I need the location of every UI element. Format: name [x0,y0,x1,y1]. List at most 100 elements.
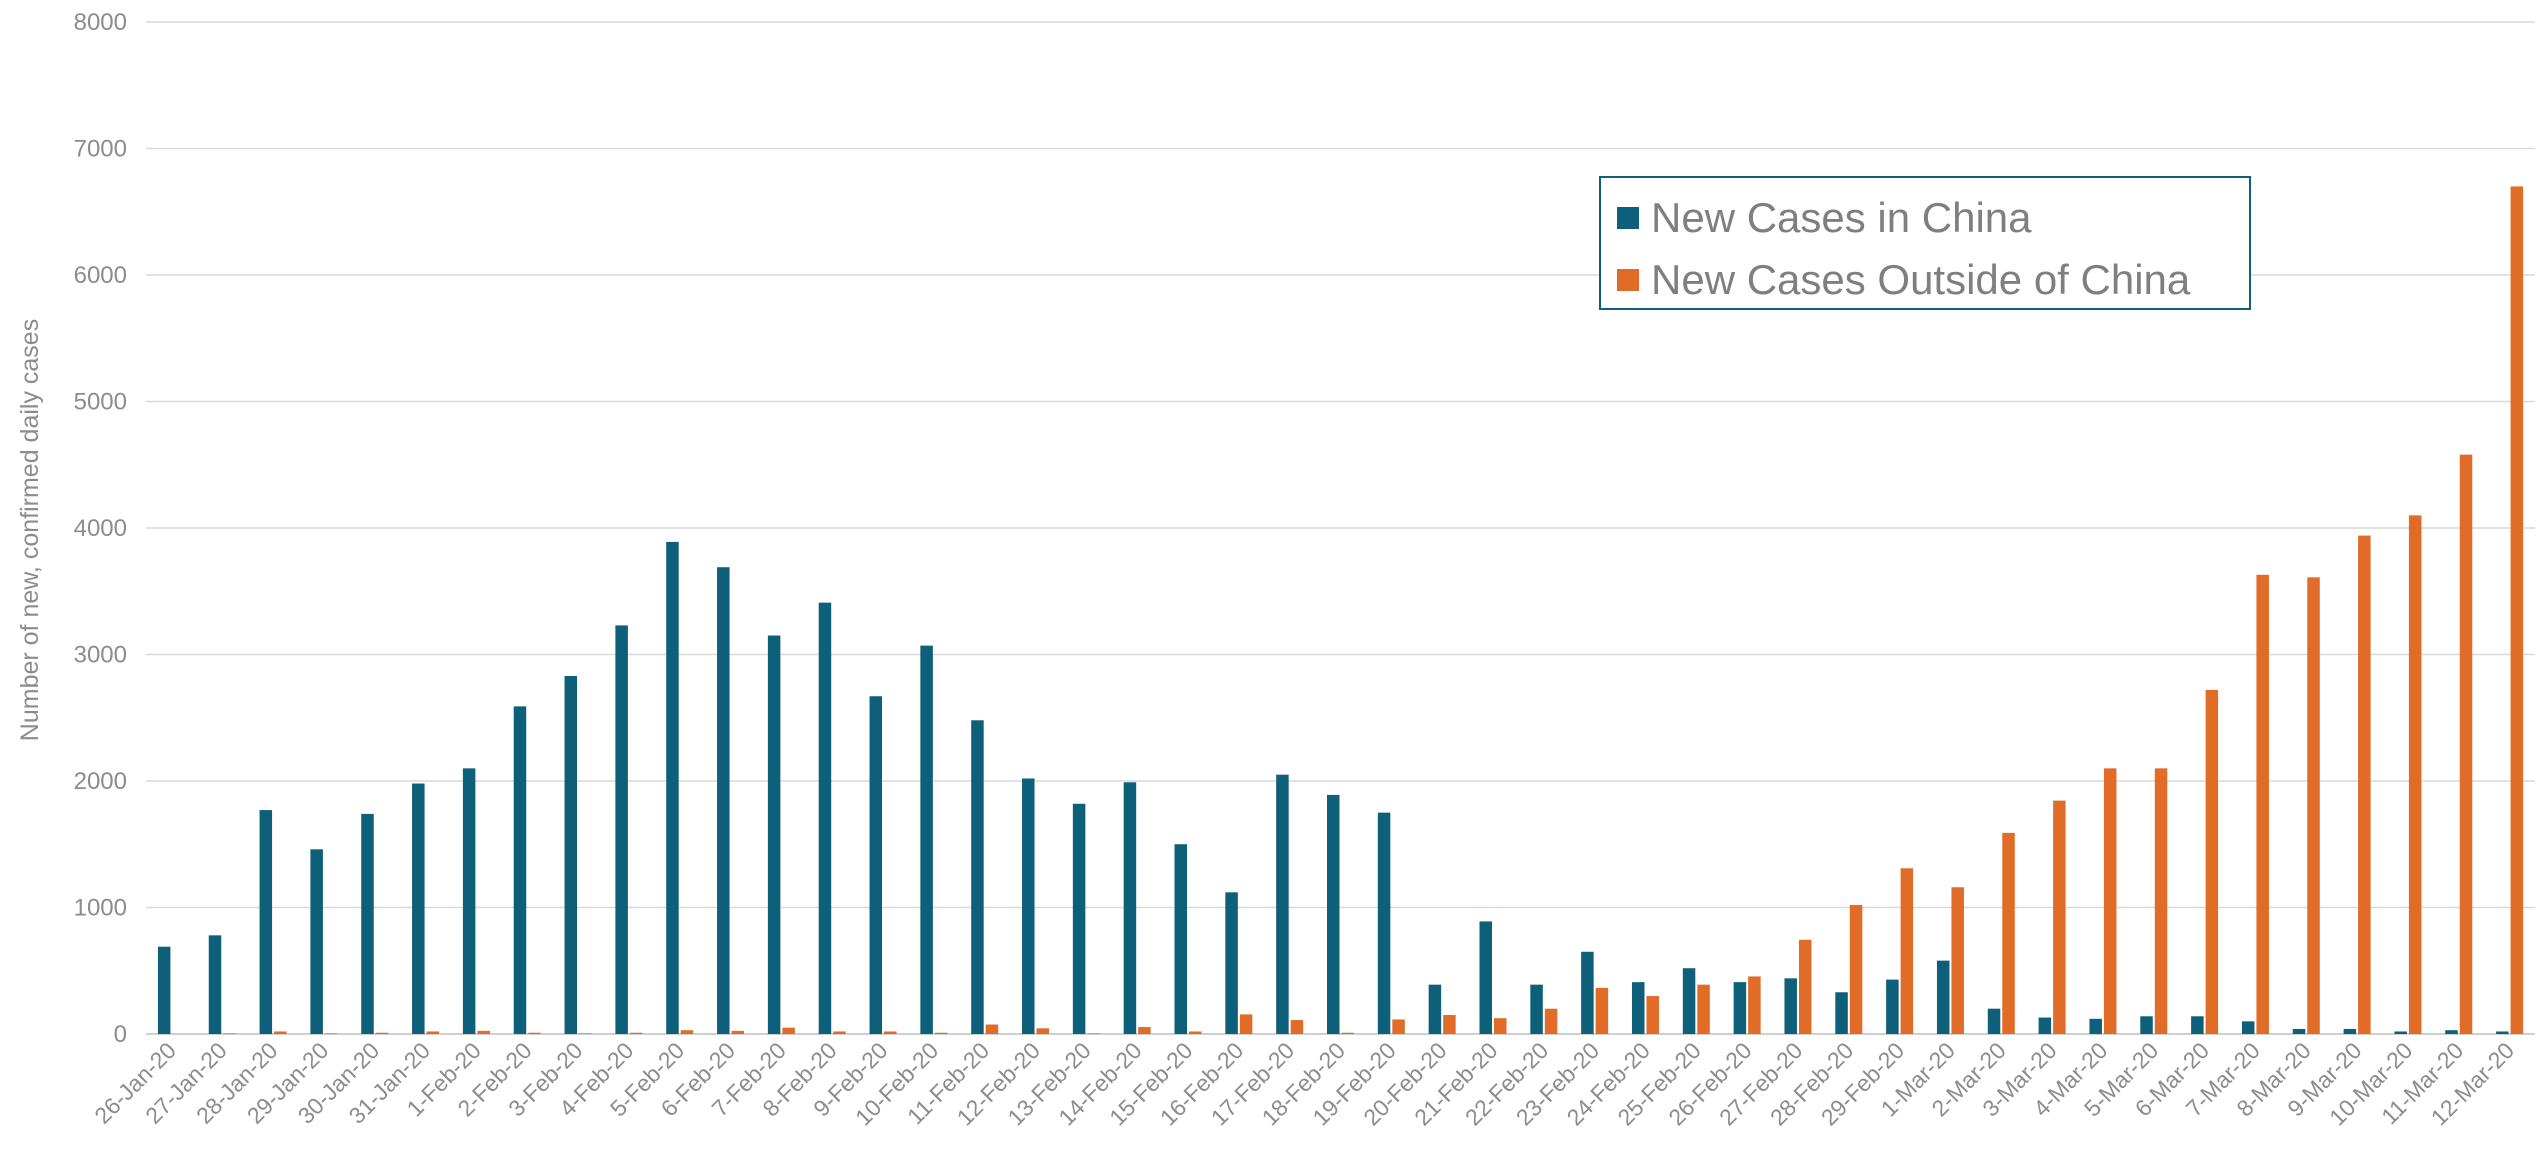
bar-outside-china [1443,1015,1456,1034]
bar-outside-china [731,1030,745,1034]
bar-china [1022,778,1035,1034]
bar-china [869,696,883,1034]
y-tick-label: 7000 [74,136,127,163]
bar-china [157,946,171,1034]
bar-china [208,935,222,1034]
y-tick-label: 2000 [74,768,127,795]
bar-china [971,720,984,1034]
bar-outside-china [1595,987,1609,1034]
legend-swatch-china [1617,207,1639,229]
bar-outside-china [2358,535,2371,1034]
y-tick-label: 5000 [74,389,127,416]
x-axis-ticks: 26-Jan-2027-Jan-2028-Jan-2029-Jan-2030-J… [89,1037,2519,1130]
bar-china [259,810,273,1034]
bar-outside-china [1798,939,1812,1034]
bar-china [2343,1028,2357,1034]
y-tick-label: 6000 [74,262,127,289]
bar-outside-china [1036,1028,1050,1034]
bar-china [2394,1031,2407,1034]
bar-outside-china [1189,1031,1202,1034]
bar-china [1174,844,1188,1034]
bar-china [1327,794,1340,1034]
bar-outside-china [985,1024,999,1034]
bar-outside-china [2154,768,2168,1034]
y-tick-label: 3000 [74,642,127,669]
y-tick-label: 8000 [74,9,127,36]
bar-outside-china [1646,996,1659,1034]
bar-outside-china [1697,984,1710,1034]
bar-outside-china [579,1033,592,1034]
y-tick-label: 4000 [74,515,127,542]
bar-china [1072,803,1086,1034]
bar-china [2241,1021,2255,1034]
bar-china [1377,812,1391,1034]
bar-china [1530,984,1543,1034]
bar-outside-china [1951,887,1964,1034]
bar-china [462,768,476,1034]
bar-outside-china [426,1031,440,1034]
bar-outside-china [2459,454,2473,1034]
bar-outside-china [833,1031,846,1034]
bar-outside-china [1900,868,1914,1034]
bar-outside-china [1087,1033,1100,1034]
bar-china [767,635,781,1034]
bar-china [2038,1017,2052,1034]
bar-outside-china [884,1031,897,1034]
bar-outside-china [1290,1020,1304,1034]
bar-outside-china [2103,768,2117,1034]
bar-china [412,783,425,1034]
bar-outside-china [680,1030,694,1034]
bar-outside-china [375,1032,389,1034]
bar-china [1479,921,1492,1034]
bar-china [361,813,374,1034]
bar-china [2496,1031,2509,1034]
bar-outside-china [2408,515,2422,1034]
gridlines [146,21,2535,1035]
bar-china [1631,982,1645,1034]
chart-legend: New Cases in China New Cases Outside of … [1599,176,2251,310]
bar-china [1936,960,1950,1034]
y-axis-label: Number of new, confirmed daily cases [16,319,44,741]
bar-outside-china [2002,832,2015,1034]
bar-china [1682,968,1696,1034]
bar-china [1733,982,1747,1034]
bar-china [1225,892,1238,1034]
bar-china [2089,1018,2102,1034]
bar-china [1784,978,1797,1034]
bar-outside-china [324,1033,338,1034]
bar-china [615,625,628,1034]
bar-china [2191,1016,2204,1034]
bar-outside-china [2307,577,2320,1034]
bar-outside-china [934,1032,948,1034]
bar-outside-china [2256,574,2269,1034]
bar-outside-china [1544,1008,1558,1034]
bar-outside-china [274,1031,287,1034]
legend-item-china: New Cases in China [1617,194,2032,242]
bar-china [1428,984,1442,1034]
y-axis-ticks: 0 1000 2000 3000 4000 5000 6000 7000 8000 [74,9,127,1048]
bar-china [1123,782,1137,1034]
bar-outside-china [1748,976,1761,1034]
bar-china [2140,1016,2153,1034]
bar-outside-china [1392,1019,1405,1034]
bar-china [1835,992,1848,1034]
bar-outside-china [782,1027,795,1034]
bar-china [1276,774,1289,1034]
bar-china [1987,1008,2001,1034]
bar-outside-china [477,1030,490,1034]
y-tick-label: 0 [114,1021,127,1048]
bar-china [310,849,323,1034]
bar-china [564,676,578,1034]
bar-china [666,541,679,1034]
bar-china [920,645,933,1034]
legend-label-outside-china: New Cases Outside of China [1651,256,2191,303]
bars [157,186,2524,1034]
bar-china [2292,1028,2306,1034]
legend-item-outside-china: New Cases Outside of China [1617,256,2190,304]
bar-outside-china [1239,1014,1253,1034]
bar-outside-china [223,1033,236,1034]
bar-china [1886,979,1899,1034]
bar-outside-china [1849,904,1863,1034]
bar-china [1581,951,1594,1034]
